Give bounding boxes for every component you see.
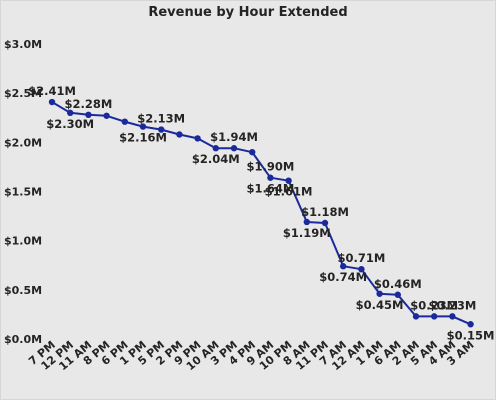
data-point <box>249 148 256 156</box>
y-tick-label: $1.0M <box>4 235 42 248</box>
data-label: $2.13M <box>137 112 185 126</box>
data-label: $1.61M <box>265 185 313 199</box>
y-tick-label: $0.0M <box>4 333 42 346</box>
data-point <box>212 145 219 152</box>
data-point <box>103 112 110 119</box>
data-label: $1.94M <box>210 130 258 144</box>
data-label: $0.45M <box>356 298 404 312</box>
data-label: $1.64M <box>246 182 294 196</box>
y-tick-label: $2.0M <box>4 136 42 149</box>
data-point <box>376 290 383 297</box>
data-point <box>267 174 274 181</box>
y-tick-label: $1.5M <box>4 186 42 199</box>
data-label: $1.18M <box>301 205 349 219</box>
data-point <box>412 313 420 320</box>
data-point <box>158 126 165 133</box>
data-point <box>285 177 292 184</box>
series-line <box>51 101 471 326</box>
data-point <box>321 219 329 227</box>
data-point <box>230 145 238 152</box>
data-label: $2.30M <box>46 117 94 131</box>
data-point <box>340 263 347 270</box>
data-point <box>139 123 147 130</box>
data-label: $2.04M <box>192 152 240 166</box>
data-point <box>358 265 365 273</box>
data-point <box>394 291 401 298</box>
data-point <box>67 109 74 117</box>
data-point <box>449 313 456 320</box>
chart-title: Revenue by Hour Extended <box>148 5 348 20</box>
data-label: $1.19M <box>283 226 331 240</box>
data-label: $2.41M <box>28 84 76 98</box>
y-tick-label: $2.5M <box>4 87 42 100</box>
data-point <box>194 135 201 142</box>
data-point <box>176 131 183 138</box>
data-point <box>303 218 310 226</box>
y-tick-label: $3.0M <box>4 38 42 51</box>
data-label: $0.71M <box>337 251 385 265</box>
data-point <box>467 321 474 328</box>
data-label: $2.28M <box>64 97 112 111</box>
data-point <box>85 111 92 119</box>
data-label: $0.46M <box>374 277 422 291</box>
data-point <box>121 118 128 125</box>
data-point <box>48 98 56 106</box>
y-tick-label: $0.5M <box>4 284 42 297</box>
data-label: $2.16M <box>119 131 167 145</box>
data-label: $0.23M <box>410 298 458 312</box>
data-point <box>431 313 438 320</box>
data-label: $0.15M <box>447 328 495 342</box>
data-label: $1.90M <box>246 160 294 174</box>
data-label: $0.23M <box>428 298 476 312</box>
data-label: $0.74M <box>319 270 367 284</box>
